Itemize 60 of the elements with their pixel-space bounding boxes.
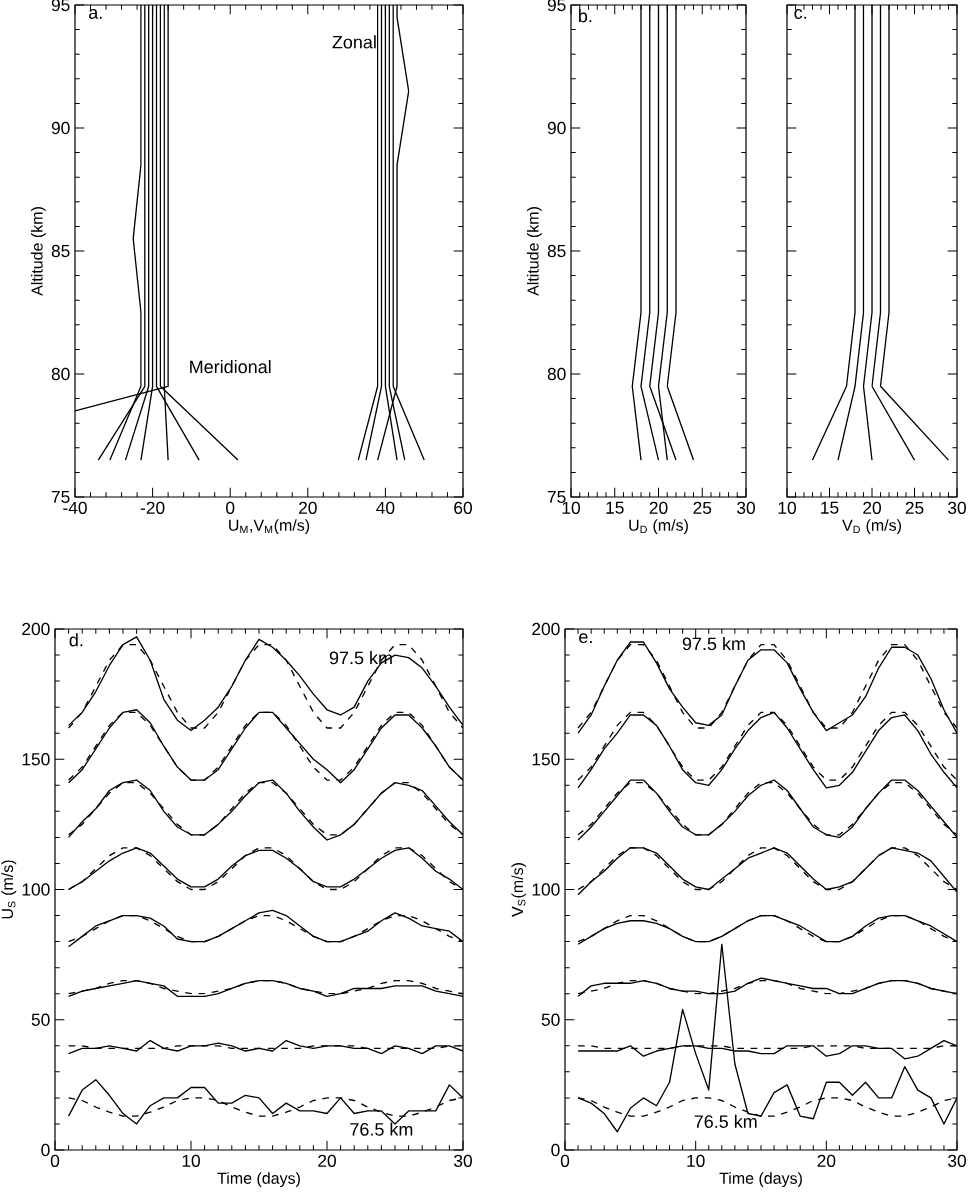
y-tick-label: 0: [551, 1143, 560, 1157]
x-tick-label: 10: [562, 501, 580, 514]
y-tick-label: 150: [532, 753, 560, 766]
y-axis-title: U$_{S}$ (m/s): [1, 860, 17, 919]
y-tick-label: 80: [51, 367, 70, 381]
annotation: 97.5 km: [329, 651, 392, 665]
x-tick-label: 30: [948, 1154, 966, 1167]
y-tick-label: 150: [22, 753, 50, 766]
x-axis-title: U$_{M}$,V$_{M}$(m/s): [229, 519, 310, 535]
y-tick-label: 75: [547, 490, 566, 504]
x-axis-title: Time (days): [719, 1172, 802, 1188]
x-tick-label: -20: [140, 501, 165, 514]
y-axis-title: V$_{S}$(m/s): [511, 863, 527, 917]
x-tick-label: 30: [737, 501, 755, 514]
x-tick-label: 25: [693, 501, 712, 514]
x-tick-label: 20: [318, 1154, 336, 1167]
x-tick-label: 10: [778, 501, 796, 514]
y-tick-label: 0: [41, 1143, 50, 1157]
y-tick-label: 50: [31, 1013, 50, 1026]
x-tick-label: 20: [817, 1154, 836, 1167]
annotation: e.: [579, 633, 592, 644]
y-tick-label: 85: [547, 244, 566, 258]
y-tick-label: 100: [22, 883, 50, 896]
x-tick-label: 25: [905, 501, 924, 514]
annotation: Zonal: [332, 35, 376, 49]
annotation: 76.5 km: [350, 1122, 413, 1136]
y-axis-title: Altitude (km): [526, 207, 542, 296]
y-tick-label: 200: [532, 622, 560, 636]
annotation: a.: [89, 9, 102, 19]
x-tick-label: 10: [182, 1154, 200, 1167]
annotation: 76.5 km: [694, 1114, 757, 1128]
annotation: 97.5 km: [682, 636, 745, 651]
x-tick-label: 15: [606, 501, 624, 514]
x-tick-label: 15: [821, 501, 839, 514]
x-axis-title: Time (days): [217, 1172, 300, 1188]
annotation: d.: [69, 633, 83, 647]
annotation: Meridional: [190, 360, 271, 374]
x-tick-label: 40: [376, 501, 395, 514]
y-axis-title: Altitude (km): [30, 207, 46, 296]
x-tick-label: 20: [649, 501, 668, 514]
y-tick-label: 75: [51, 490, 70, 504]
y-tick-label: 85: [51, 244, 70, 258]
y-tick-label: 200: [22, 622, 50, 636]
x-tick-label: 0: [226, 501, 235, 514]
x-tick-label: 30: [454, 1154, 472, 1167]
annotation: c.: [794, 9, 807, 19]
y-tick-label: 80: [547, 367, 566, 381]
y-tick-label: 50: [541, 1013, 560, 1026]
x-tick-label: 10: [687, 1154, 705, 1167]
annotation: b.: [579, 9, 592, 23]
x-tick-label: 20: [299, 501, 317, 514]
x-axis-title: V$_{D}$ (m/s): [842, 519, 901, 535]
x-tick-label: 20: [863, 501, 881, 514]
y-tick-label: 90: [51, 121, 70, 135]
x-tick-label: 60: [454, 501, 472, 514]
y-tick-label: 90: [547, 121, 566, 135]
x-tick-label: -40: [63, 501, 87, 514]
y-tick-label: 100: [532, 883, 560, 896]
x-tick-label: 30: [948, 501, 966, 514]
x-axis-title: U$_{D}$ (m/s): [629, 519, 688, 535]
